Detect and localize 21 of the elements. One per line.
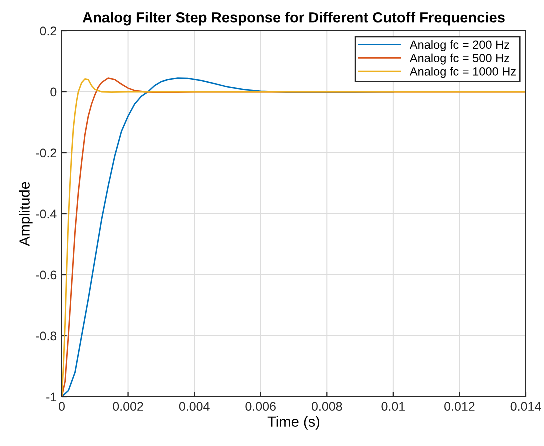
x-tick-label: 0.012 bbox=[444, 402, 475, 412]
x-tick-label: 0.006 bbox=[246, 402, 276, 412]
x-axis-title: Time (s) bbox=[268, 416, 320, 430]
y-tick-label: -0.2 bbox=[36, 148, 57, 158]
x-tick-label: 0.008 bbox=[312, 402, 342, 412]
x-tick-label: 0.01 bbox=[382, 402, 405, 412]
y-tick-label: -0.4 bbox=[36, 210, 57, 219]
x-tick-label: 0.004 bbox=[179, 402, 210, 412]
y-tick-label: 0 bbox=[50, 88, 57, 97]
x-tick-label: 0.014 bbox=[510, 402, 542, 412]
x-tick-label: 0.002 bbox=[113, 402, 144, 412]
y-tick-label: -0.6 bbox=[36, 270, 57, 280]
chart-title: Analog Filter Step Response for Different Cutoff Frequencies bbox=[82, 12, 505, 26]
y-axis-title: Amplitude bbox=[19, 182, 33, 246]
legend-label: Analog fc = 1000 Hz bbox=[410, 67, 516, 78]
legend-label: Analog fc = 500 Hz bbox=[410, 54, 510, 65]
y-tick-label: -1 bbox=[46, 392, 57, 402]
y-tick-label: 0.2 bbox=[40, 26, 57, 36]
y-tick-label: -0.8 bbox=[36, 332, 57, 341]
x-tick-label: 0 bbox=[59, 402, 65, 412]
legend-label: Analog fc = 200 Hz bbox=[410, 40, 510, 52]
